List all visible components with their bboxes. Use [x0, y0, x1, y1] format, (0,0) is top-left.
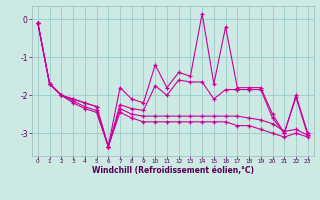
- X-axis label: Windchill (Refroidissement éolien,°C): Windchill (Refroidissement éolien,°C): [92, 166, 254, 175]
